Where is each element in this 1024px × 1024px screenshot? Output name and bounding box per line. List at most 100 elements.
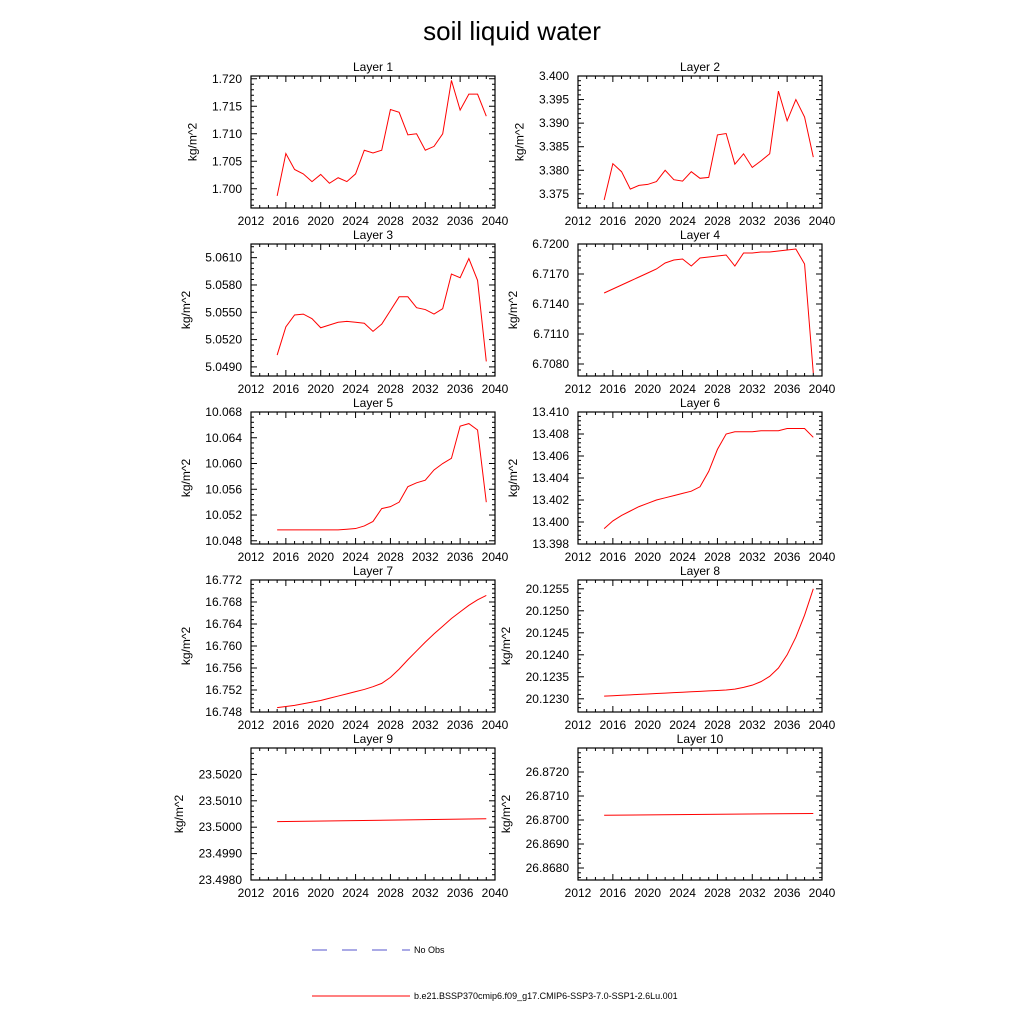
y-axis-label: kg/m^2 <box>179 291 193 330</box>
chart-panel-4: Layer 4 2012 2016 2020 2024 2028 2032 2036 2040 6… <box>506 228 836 396</box>
y-tick-label: 16.764 <box>205 617 242 631</box>
x-tick-label: 2028 <box>377 214 404 228</box>
y-tick-label: 6.7140 <box>532 297 569 311</box>
y-tick-label: 26.8720 <box>526 765 570 779</box>
x-tick-label: 2024 <box>342 718 369 732</box>
y-tick-label: 1.700 <box>212 182 242 196</box>
y-tick-label: 3.385 <box>539 140 569 154</box>
x-tick-label: 2032 <box>739 886 766 900</box>
x-tick-label: 2032 <box>412 550 439 564</box>
y-axis-label: kg/m^2 <box>506 459 520 498</box>
y-tick-label: 16.772 <box>205 573 242 587</box>
x-tick-label: 2020 <box>307 718 334 732</box>
plot-frame <box>577 243 823 377</box>
series-line <box>603 90 814 201</box>
x-tick-label: 2016 <box>273 718 300 732</box>
y-tick-label: 10.064 <box>205 431 242 445</box>
panel-title: Layer 5 <box>353 396 393 410</box>
series-line <box>604 813 814 816</box>
chart-panel-8: Layer 8 2012 2016 2020 2024 2028 2032 2036 2040 2… <box>499 564 836 732</box>
x-tick-label: 2012 <box>565 886 592 900</box>
x-tick-label: 2040 <box>809 550 836 564</box>
y-axis-label: kg/m^2 <box>513 123 527 162</box>
y-tick-label: 10.048 <box>205 534 242 548</box>
panel-title: Layer 9 <box>353 732 393 746</box>
x-tick-label: 2036 <box>774 214 801 228</box>
y-tick-label: 13.408 <box>532 427 569 441</box>
y-tick-label: 10.056 <box>205 482 242 496</box>
x-tick-label: 2040 <box>809 214 836 228</box>
plot-frame <box>250 747 496 881</box>
x-tick-label: 2024 <box>342 550 369 564</box>
plot-frame <box>250 243 496 377</box>
x-tick-label: 2024 <box>342 886 369 900</box>
figure-title: soil liquid water <box>423 16 601 46</box>
y-tick-label: 1.715 <box>212 99 242 113</box>
x-tick-label: 2016 <box>273 214 300 228</box>
y-tick-label: 20.1235 <box>526 670 570 684</box>
plot-frame <box>250 75 496 209</box>
legend-model-label: b.e21.BSSP370cmip6.f09_g17.CMIP6-SSP3-7.… <box>414 991 678 1001</box>
x-tick-label: 2036 <box>774 718 801 732</box>
x-tick-label: 2036 <box>447 886 474 900</box>
x-tick-label: 2012 <box>238 550 265 564</box>
chart-panel-2: Layer 2 2012 2016 2020 2024 2028 2032 2036 2040 3… <box>513 60 836 228</box>
y-tick-label: 16.760 <box>205 639 242 653</box>
panels: Layer 1 2012 2016 2020 2024 2028 2032 2036 2040 1… <box>172 60 836 900</box>
y-tick-label: 23.5010 <box>199 794 243 808</box>
x-tick-label: 2028 <box>704 382 731 396</box>
x-tick-label: 2012 <box>238 214 265 228</box>
series-line <box>276 257 487 362</box>
chart-panel-1: Layer 1 2012 2016 2020 2024 2028 2032 2036 2040 1… <box>186 60 509 228</box>
y-axis-label: kg/m^2 <box>499 627 513 666</box>
x-tick-label: 2036 <box>774 886 801 900</box>
x-tick-label: 2016 <box>273 886 300 900</box>
y-tick-label: 26.8690 <box>526 837 570 851</box>
y-axis-label: kg/m^2 <box>506 291 520 330</box>
y-axis-label: kg/m^2 <box>179 627 193 666</box>
x-tick-label: 2020 <box>307 214 334 228</box>
panel-title: Layer 4 <box>680 228 720 242</box>
y-tick-label: 5.0580 <box>205 278 242 292</box>
chart-panel-9: Layer 9 2012 2016 2020 2024 2028 2032 2036 2040 2… <box>172 732 509 900</box>
y-tick-label: 13.404 <box>532 471 569 485</box>
panel-title: Layer 1 <box>353 60 393 74</box>
panel-title: Layer 2 <box>680 60 720 74</box>
x-tick-label: 2032 <box>739 214 766 228</box>
chart-panel-5: Layer 5 2012 2016 2020 2024 2028 2032 2036 2040 1… <box>179 396 509 564</box>
y-tick-label: 6.7170 <box>532 267 569 281</box>
y-tick-label: 13.402 <box>532 493 569 507</box>
x-tick-label: 2032 <box>412 718 439 732</box>
y-tick-label: 5.0550 <box>205 305 242 319</box>
x-tick-label: 2012 <box>565 214 592 228</box>
x-tick-label: 2024 <box>669 550 696 564</box>
x-tick-label: 2020 <box>634 214 661 228</box>
x-tick-label: 2016 <box>600 214 627 228</box>
y-tick-label: 3.375 <box>539 187 569 201</box>
x-tick-label: 2028 <box>704 550 731 564</box>
y-tick-label: 10.060 <box>205 457 242 471</box>
x-tick-label: 2040 <box>809 886 836 900</box>
y-tick-label: 26.8680 <box>526 861 570 875</box>
y-tick-label: 26.8700 <box>526 813 570 827</box>
plot-frame <box>250 579 496 713</box>
x-tick-label: 2032 <box>739 550 766 564</box>
x-tick-label: 2016 <box>600 886 627 900</box>
x-tick-label: 2020 <box>634 382 661 396</box>
x-tick-label: 2036 <box>447 718 474 732</box>
x-tick-label: 2024 <box>669 382 696 396</box>
x-tick-label: 2040 <box>482 550 509 564</box>
x-tick-label: 2036 <box>774 550 801 564</box>
x-tick-label: 2036 <box>774 382 801 396</box>
y-tick-label: 23.5000 <box>199 820 243 834</box>
x-tick-label: 2020 <box>634 886 661 900</box>
legend-obs-label: No Obs <box>414 945 445 955</box>
y-tick-label: 13.398 <box>532 537 569 551</box>
legend: No Obs b.e21.BSSP370cmip6.f09_g17.CMIP6-… <box>312 945 678 1001</box>
x-tick-label: 2040 <box>482 382 509 396</box>
x-tick-label: 2028 <box>704 718 731 732</box>
x-tick-label: 2024 <box>669 886 696 900</box>
chart-panel-6: Layer 6 2012 2016 2020 2024 2028 2032 2036 2040 1… <box>506 396 836 564</box>
x-tick-label: 2036 <box>447 214 474 228</box>
